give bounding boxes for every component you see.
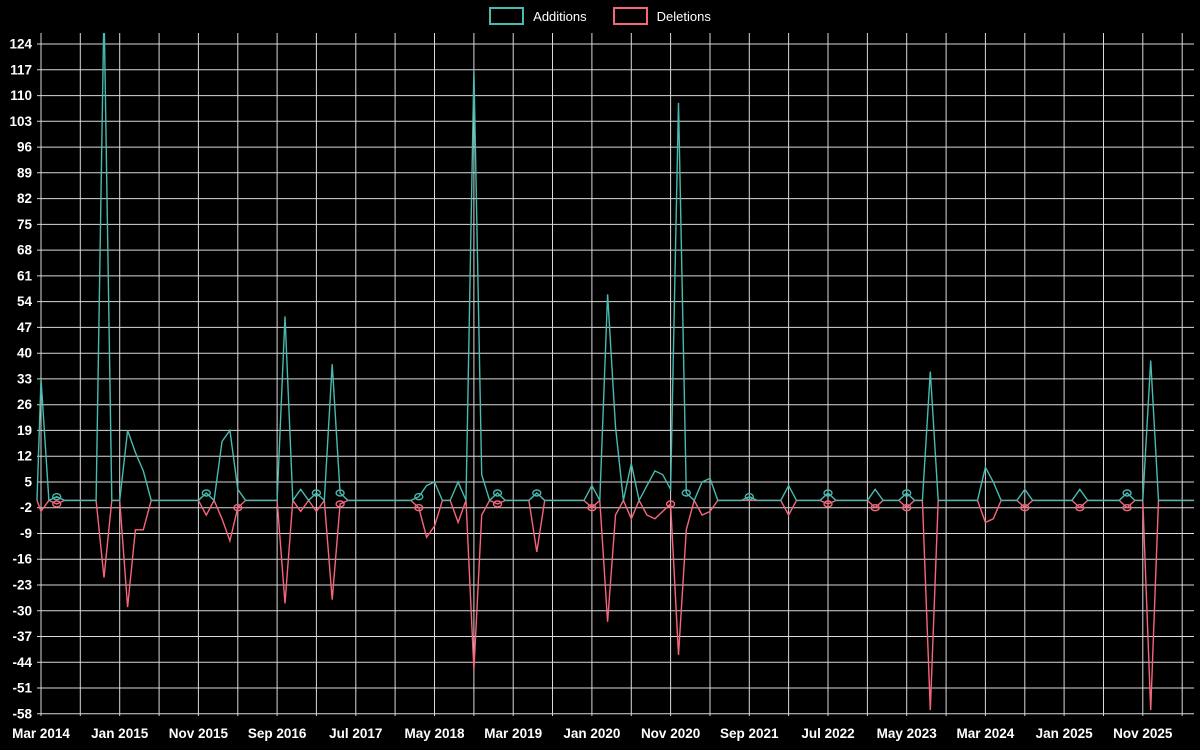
y-tick-label: 103 (9, 114, 32, 129)
y-tick-label: 26 (17, 397, 33, 412)
point-markers (52, 489, 1132, 512)
deletions-point-marker (665, 500, 676, 508)
deletions-point-marker (870, 504, 880, 512)
legend-item-deletions[interactable]: Deletions (612, 7, 711, 25)
deletions-legend-label: Deletions (656, 8, 711, 24)
y-axis-labels: 124 117 110 103 96 89 82 75 68 61 54 47 40 33 26 19 12 5 -… (9, 37, 32, 722)
x-tick-label: Mar 2019 (484, 726, 542, 741)
y-tick-label: 82 (17, 191, 32, 206)
y-tick-label: -30 (12, 603, 32, 618)
deletions-point-marker (492, 500, 503, 508)
y-tick-label: 96 (17, 140, 33, 155)
y-tick-label: 117 (10, 62, 32, 77)
x-tick-label: May 2018 (404, 726, 465, 741)
x-tick-label: Nov 2020 (641, 726, 700, 741)
y-tick-label: -23 (12, 578, 32, 593)
legend-item-additions[interactable]: Additions (489, 7, 587, 25)
additions-point-marker (681, 489, 691, 497)
deletions-point-marker (52, 500, 62, 508)
y-tick-label: 40 (17, 346, 32, 361)
y-tick-label: 124 (9, 37, 32, 52)
x-tick-label: Sep 2016 (248, 726, 307, 741)
y-tick-label: -51 (12, 681, 32, 696)
y-tick-label: -37 (12, 629, 32, 644)
additions-point-marker (492, 489, 503, 497)
gridlines (37, 33, 1194, 716)
y-tick-label: 54 (17, 294, 33, 309)
x-tick-label: Jan 2025 (1036, 726, 1094, 741)
y-tick-label: 110 (10, 88, 32, 103)
additions-point-marker (201, 489, 212, 497)
additions-point-marker (311, 489, 322, 497)
deletions-point-marker (1020, 504, 1030, 512)
x-tick-label: Sep 2021 (720, 726, 779, 741)
chart-legend: Additions Deletions (0, 7, 1200, 25)
x-tick-label: Mar 2024 (957, 726, 1015, 741)
y-tick-label: -9 (20, 526, 32, 541)
additions-point-marker (744, 493, 754, 501)
deletions-line (36, 498, 1194, 711)
additions-point-marker (902, 489, 912, 497)
deletions-point-marker (335, 500, 345, 508)
deletions-point-marker (1122, 504, 1132, 512)
additions-line (36, 33, 1194, 504)
x-tick-label: Mar 2014 (12, 726, 70, 741)
additions-point-marker (414, 493, 424, 501)
y-tick-label: -2 (20, 500, 32, 515)
y-tick-label: 68 (17, 243, 33, 258)
y-tick-label: 5 (24, 475, 32, 490)
x-tick-label: Jul 2017 (329, 726, 382, 741)
additions-point-marker (335, 489, 345, 497)
y-tick-label: -44 (12, 655, 32, 670)
deletions-point-marker (823, 500, 833, 508)
y-tick-label: 47 (17, 320, 32, 335)
deletions-point-marker (902, 504, 912, 512)
additions-legend-label: Additions (533, 8, 587, 24)
y-tick-label: 89 (17, 165, 32, 180)
y-tick-label: -58 (12, 706, 32, 721)
deletions-point-marker (233, 504, 243, 512)
x-tick-label: May 2023 (877, 726, 938, 741)
additions-point-marker (823, 489, 833, 497)
x-tick-label: Jan 2015 (91, 726, 149, 741)
y-tick-label: 33 (17, 371, 33, 386)
additions-point-marker (1122, 489, 1132, 497)
deletions-point-marker (414, 504, 424, 512)
additions-point-marker (52, 493, 62, 501)
x-tick-label: Nov 2025 (1113, 726, 1173, 741)
x-tick-label: Jan 2020 (563, 726, 620, 741)
additions-swatch-icon (489, 7, 525, 25)
y-tick-label: 61 (17, 268, 33, 283)
y-tick-label: 12 (17, 449, 32, 464)
additions-point-marker (532, 489, 542, 497)
x-tick-label: Nov 2015 (169, 726, 229, 741)
y-tick-label: 19 (17, 423, 32, 438)
deletions-swatch-icon (612, 7, 648, 25)
x-axis-labels: Mar 2014 Jan 2015 Nov 2015 Sep 2016 Jul 2017… (12, 726, 1173, 741)
deletions-point-marker (1075, 504, 1085, 512)
x-tick-label: Jul 2022 (801, 726, 854, 741)
y-tick-label: 75 (17, 217, 33, 232)
deletions-point-marker (587, 504, 597, 512)
y-tick-label: -16 (12, 552, 32, 567)
